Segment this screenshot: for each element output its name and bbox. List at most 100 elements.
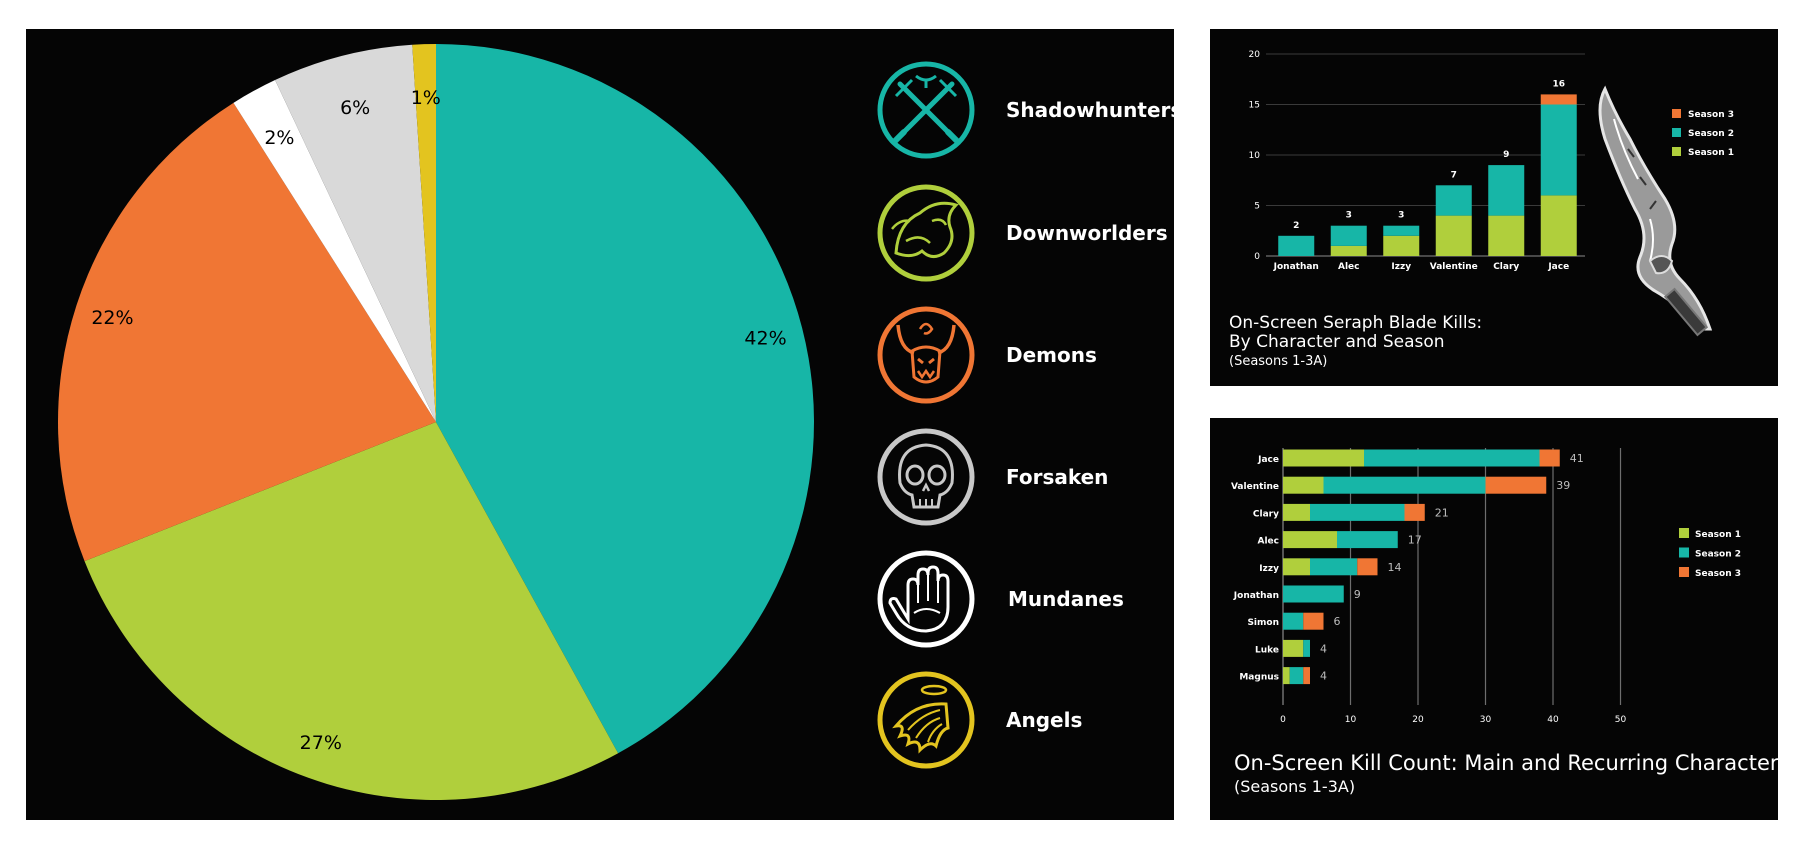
hbar-bars — [1283, 449, 1560, 685]
hbar-x-tick: 0 — [1280, 715, 1286, 725]
hbar-segment-clary-season-2 — [1310, 503, 1405, 521]
vbar-segment-jace-season-1 — [1540, 195, 1577, 256]
hbar-segment-valentine-season-2 — [1323, 476, 1486, 494]
hbar-x-tick: 20 — [1412, 715, 1424, 725]
hbar-y-tick-jace: Jace — [1257, 455, 1279, 465]
kill-count-panel: 0 10 20 30 40 50 Jace 41 Valentine 39 Clary 21 Alec 1… — [1210, 418, 1778, 820]
vbar-segment-izzy-season-1 — [1383, 235, 1420, 256]
hbar-y-tick-izzy: Izzy — [1259, 564, 1279, 574]
pie-slice-forsaken — [275, 44, 436, 422]
vbar-total-izzy: 3 — [1398, 211, 1404, 221]
vbar-total-alec: 3 — [1346, 211, 1352, 221]
hbar-segment-izzy-season-1 — [1283, 558, 1310, 576]
hbar-segment-luke-season-2 — [1303, 639, 1310, 657]
vbar-legend-label-season-3: Season 3 — [1688, 110, 1734, 120]
vbar-y-tick: 0 — [1254, 252, 1260, 262]
pie-slice-shadowhunters — [436, 44, 814, 754]
vbar-segment-valentine-season-1 — [1435, 215, 1472, 256]
vbar-segment-jace-season-2 — [1540, 104, 1577, 196]
hbar-segment-clary-season-3 — [1404, 503, 1425, 521]
hbar-total-jonathan: 9 — [1354, 588, 1361, 601]
hbar-legend-label-season-1: Season 1 — [1695, 530, 1741, 540]
hbar-total-alec: 17 — [1408, 534, 1422, 547]
vbar-legend-label-season-2: Season 2 — [1688, 129, 1734, 139]
hbar-legend: Season 1 Season 2 Season 3 — [1679, 528, 1741, 579]
hbar-legend-label-season-3: Season 3 — [1695, 569, 1741, 579]
legend-label-shadowhunters: Shadowhunters — [1006, 98, 1174, 122]
hbar-legend-label-season-2: Season 2 — [1695, 550, 1741, 560]
hbar-segment-magnus-season-1 — [1283, 667, 1290, 685]
pie-slices — [58, 44, 814, 800]
vbar-x-tick-jonathan: Jonathan — [1273, 262, 1319, 272]
angel-wing-icon — [877, 671, 975, 769]
vbar-segment-clary-season-2 — [1488, 165, 1525, 216]
pie-labels: 42% 27% 22% 2% 6% 1% — [91, 87, 786, 754]
pie-slice-angels — [412, 44, 436, 422]
seraph-blade-kills-panel: 0 5 10 15 20 2 Jonathan 3 Alec 3 Izzy 7 Valentine 9 Cl… — [1210, 29, 1778, 386]
vbar-y-tick: 20 — [1249, 50, 1261, 60]
pie-chart: 42% 27% 22% 2% 6% 1% — [58, 44, 1174, 800]
legend-label-angels: Angels — [1006, 708, 1082, 732]
pie-label-forsaken: 6% — [340, 97, 370, 119]
vbar-x-tick-valentine: Valentine — [1430, 262, 1478, 272]
vbar-segment-izzy-season-2 — [1383, 225, 1420, 236]
vbar-legend-swatch-season-2 — [1672, 128, 1681, 137]
hbar-labels: 0 10 20 30 40 50 Jace 41 Valentine 39 Clary 21 Alec 1… — [1231, 452, 1627, 725]
hbar-segment-magnus-season-3 — [1303, 667, 1310, 685]
hbar-segment-jonathan-season-2 — [1283, 585, 1344, 603]
vbar-x-tick-alec: Alec — [1338, 262, 1360, 272]
hand-icon — [877, 550, 975, 648]
hbar-segment-jace-season-1 — [1283, 449, 1364, 467]
legend-label-demons: Demons — [1006, 343, 1097, 367]
hbar-total-izzy: 14 — [1388, 561, 1402, 574]
vbar-legend: Season 3 Season 2 Season 1 — [1672, 109, 1734, 158]
hbar-total-valentine: 39 — [1556, 479, 1570, 492]
hbar-y-tick-simon: Simon — [1247, 618, 1279, 628]
legend-label-forsaken: Forsaken — [1006, 465, 1108, 489]
hbar-segment-simon-season-2 — [1283, 612, 1304, 630]
legend-label-downworlders: Downworlders — [1006, 221, 1168, 245]
demon-icon — [877, 306, 975, 404]
hbar-total-simon: 6 — [1334, 615, 1341, 628]
hbar-segment-valentine-season-3 — [1485, 476, 1547, 494]
kill-count-chart: 0 10 20 30 40 50 Jace 41 Valentine 39 Clary 21 Alec 1… — [1231, 448, 1778, 796]
hbar-x-tick: 30 — [1480, 715, 1492, 725]
vbar-y-tick: 15 — [1249, 101, 1260, 111]
pie-slice-mundanes — [233, 79, 436, 422]
pie-label-demons: 22% — [91, 307, 133, 329]
hbar-total-magnus: 4 — [1320, 670, 1327, 683]
hbar-segment-izzy-season-2 — [1310, 558, 1358, 576]
hbar-total-clary: 21 — [1435, 506, 1449, 519]
pie-label-shadowhunters: 42% — [744, 327, 786, 349]
vbar-segment-jace-season-3 — [1540, 94, 1577, 105]
vbar-total-clary: 9 — [1503, 150, 1509, 160]
pie-label-mundanes: 2% — [264, 127, 294, 149]
vbar-segment-jonathan-season-2 — [1278, 235, 1315, 256]
seraph-blade-kills-chart: 0 5 10 15 20 2 Jonathan 3 Alec 3 Izzy 7 Valentine 9 Cl… — [1229, 50, 1734, 369]
vbar-total-jace: 16 — [1552, 79, 1565, 89]
hbar-x-tick: 40 — [1547, 715, 1559, 725]
hbar-y-tick-valentine: Valentine — [1231, 482, 1279, 492]
legend-icons — [877, 61, 975, 769]
hbar-segment-simon-season-3 — [1303, 612, 1324, 630]
hbar-legend-swatch-season-1 — [1679, 528, 1689, 538]
vbar-x-tick-clary: Clary — [1493, 262, 1519, 272]
hbar-segment-luke-season-1 — [1283, 639, 1304, 657]
vbar-gridlines — [1266, 53, 1585, 257]
vbar-bars — [1278, 94, 1577, 256]
hbar-y-tick-jonathan: Jonathan — [1233, 591, 1279, 601]
vbar-labels: 0 5 10 15 20 2 Jonathan 3 Alec 3 Izzy 7 Valentine 9 Cl… — [1249, 50, 1570, 272]
hbar-total-luke: 4 — [1320, 642, 1327, 655]
hbar-y-tick-luke: Luke — [1255, 645, 1279, 655]
skull-icon — [877, 428, 975, 526]
hbar-total-jace: 41 — [1570, 452, 1584, 465]
hbar-segment-izzy-season-3 — [1357, 558, 1378, 576]
hbar-y-tick-alec: Alec — [1258, 537, 1280, 547]
hbar-segment-valentine-season-1 — [1283, 476, 1324, 494]
hbar-segment-clary-season-1 — [1283, 503, 1310, 521]
pie-slice-downworlders — [84, 422, 619, 800]
hbar-segment-jace-season-3 — [1539, 449, 1560, 467]
hbar-y-tick-clary: Clary — [1253, 509, 1279, 519]
pie-label-angels: 1% — [411, 87, 441, 109]
vbar-title-line-2: By Character and Season — [1229, 332, 1445, 352]
